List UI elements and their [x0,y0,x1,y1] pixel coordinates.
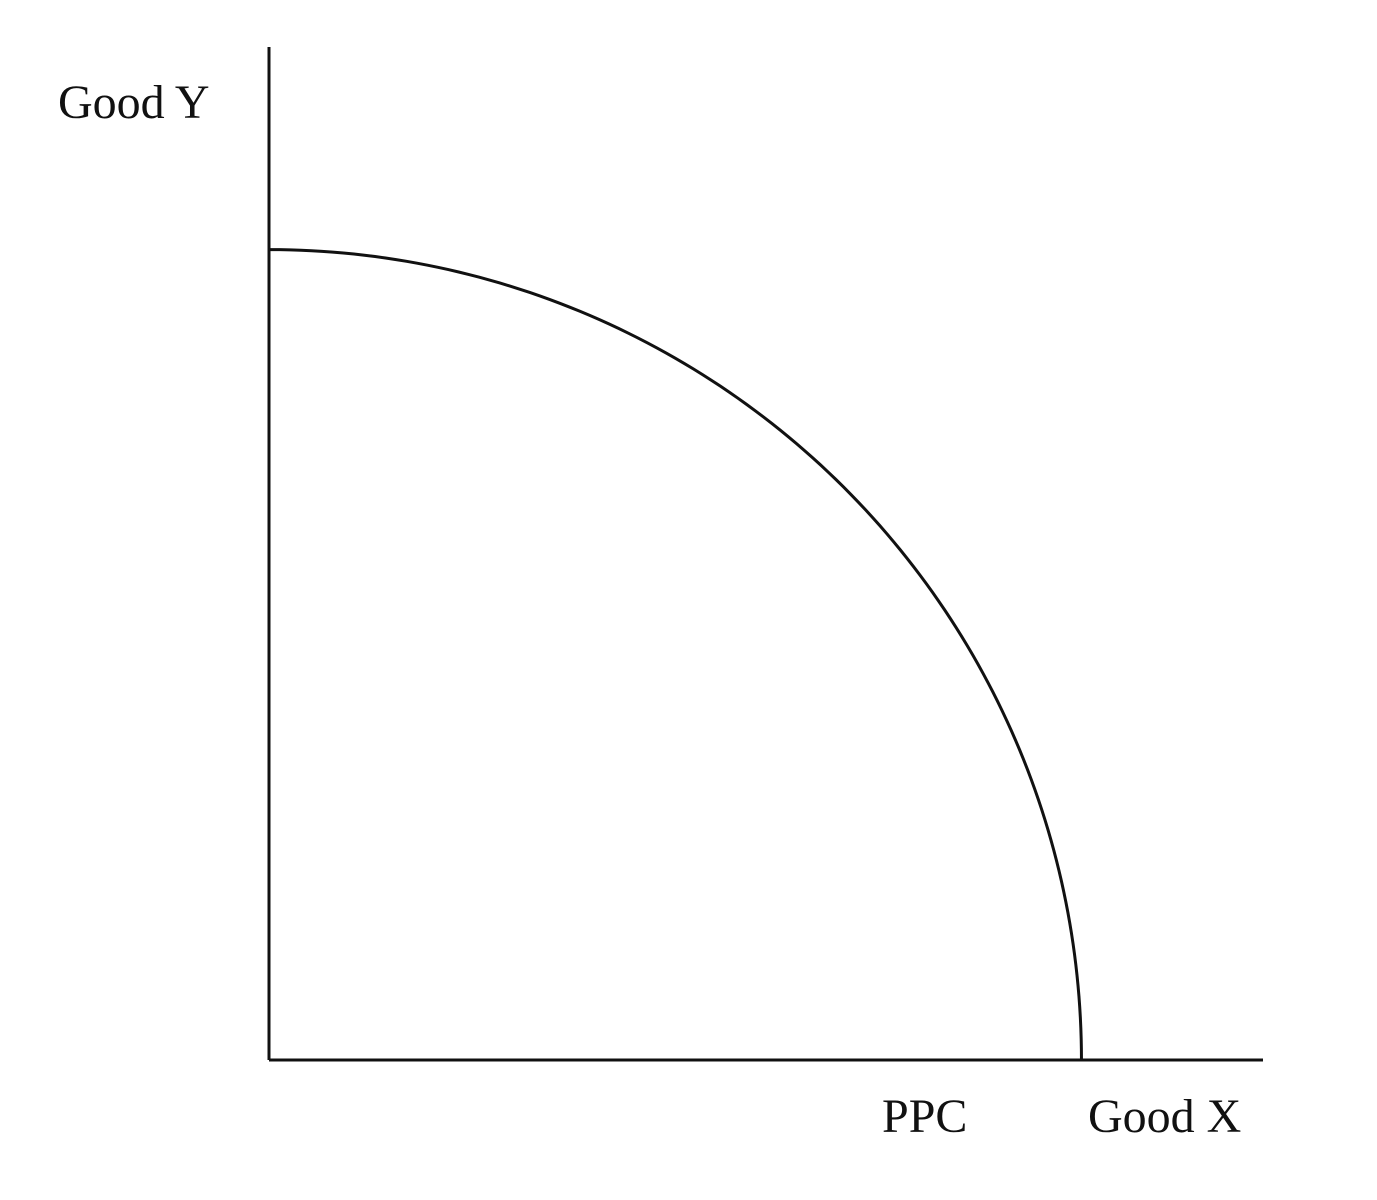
ppc-curve-label: PPC [882,1090,967,1143]
ppc-curve [268,248,1083,1061]
x-axis-label: Good X [1088,1090,1241,1143]
y-axis-label: Good Y [58,76,210,129]
